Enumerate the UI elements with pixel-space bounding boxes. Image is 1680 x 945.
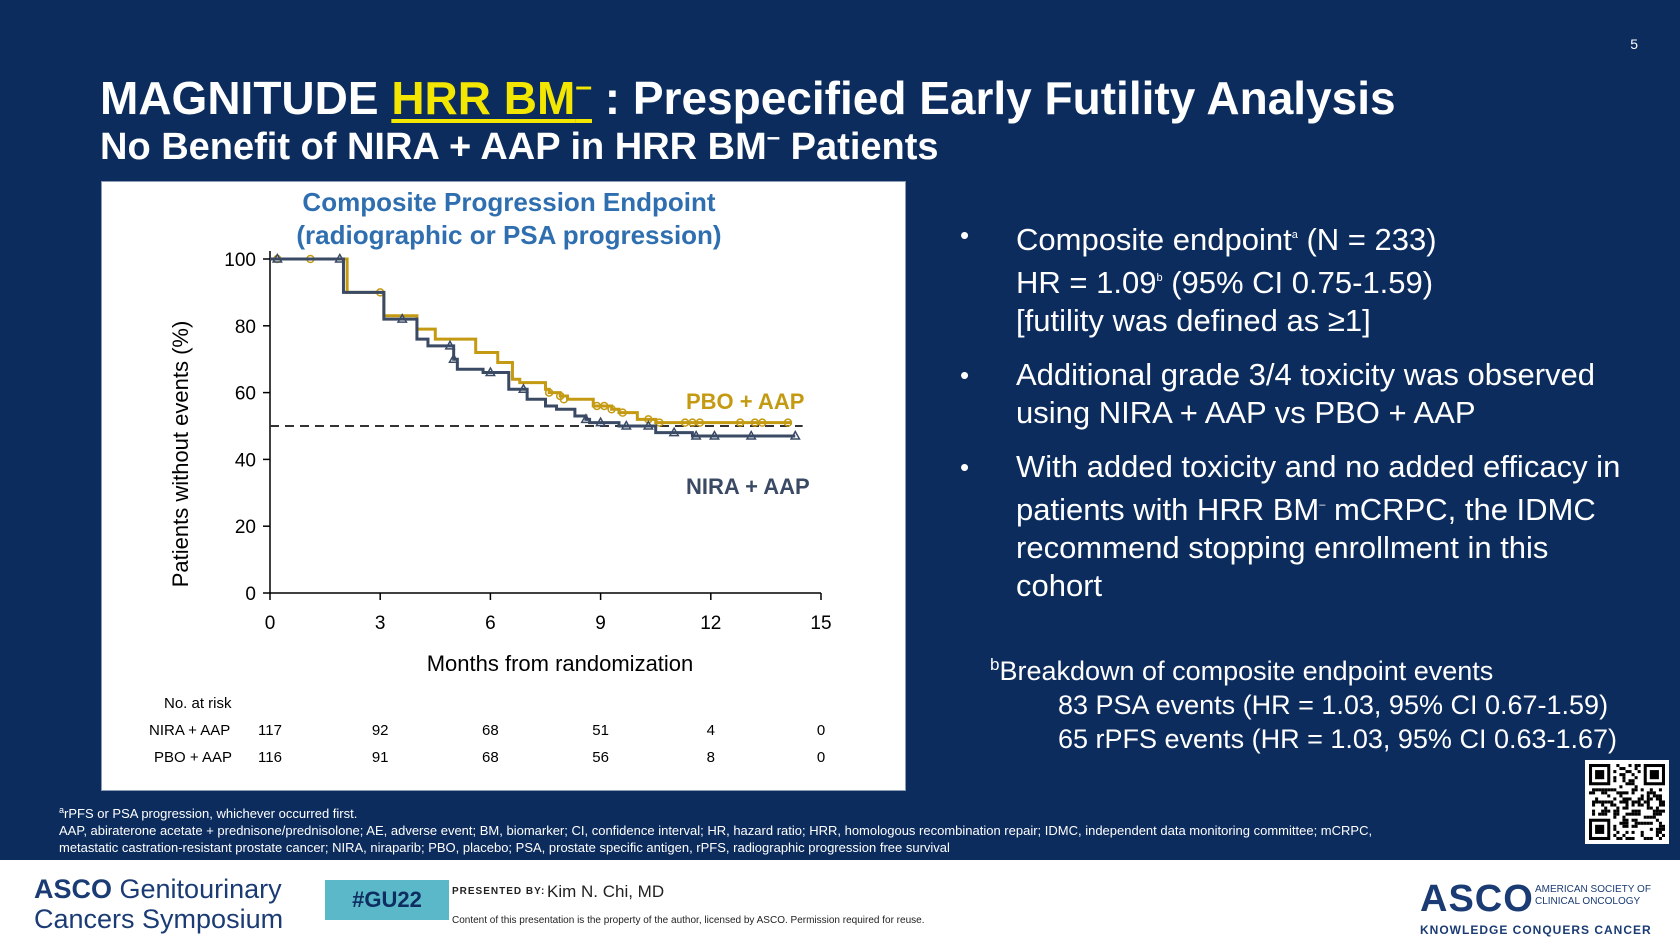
y-axis-label: Patients without events (%) bbox=[168, 321, 193, 588]
censor-mark-pbo bbox=[559, 395, 569, 404]
legend-label-pbo: PBO + AAP bbox=[686, 389, 804, 414]
asco-logo: ASCO AMERICAN SOCIETY OF CLINICAL ONCOLOG… bbox=[1420, 878, 1652, 937]
censor-mark-nira bbox=[642, 419, 654, 430]
y-tick-label: 40 bbox=[235, 450, 256, 471]
slide-subtitle: No Benefit of NIRA + AAP in HRR BM– Pati… bbox=[100, 124, 939, 168]
qr-code-icon[interactable] bbox=[1585, 760, 1669, 844]
censor-mark-pbo bbox=[655, 418, 664, 427]
bullet-dot: • bbox=[960, 360, 970, 390]
censor-mark-nira bbox=[745, 429, 757, 440]
x-tick-label: 3 bbox=[375, 613, 386, 634]
censor-mark-nira bbox=[484, 366, 496, 377]
x-tick-label: 6 bbox=[485, 613, 496, 634]
censor-mark-nira bbox=[271, 252, 283, 263]
censor-mark-pbo bbox=[600, 401, 609, 411]
censor-mark-pbo bbox=[783, 418, 793, 427]
y-tick-label: 100 bbox=[224, 250, 256, 271]
censor-mark-pbo bbox=[607, 405, 616, 414]
y-tick-label: 60 bbox=[235, 384, 256, 405]
slide-number: 5 bbox=[1630, 36, 1638, 52]
property-notice: Content of this presentation is the prop… bbox=[452, 915, 925, 926]
censor-mark-nira bbox=[448, 353, 460, 363]
bullet-item-composite: • Composite endpointa (N = 233) HR = 1.0… bbox=[960, 216, 1640, 340]
breakdown-rpfs: 65 rPFS events (HR = 1.03, 95% CI 0.63-1… bbox=[1058, 724, 1618, 754]
censor-mark-pbo bbox=[757, 418, 767, 427]
censor-mark-nira bbox=[334, 252, 346, 263]
x-tick-label: 9 bbox=[595, 613, 606, 634]
y-tick-label: 0 bbox=[245, 584, 256, 605]
censor-mark-nira bbox=[396, 313, 408, 323]
presenter-name: Kim N. Chi, MD bbox=[547, 882, 665, 901]
footnotes: arPFS or PSA progression, whichever occu… bbox=[59, 805, 1373, 855]
censor-mark-nira bbox=[595, 416, 607, 427]
bullet-item-toxicity: • Additional grade 3/4 toxicity was obse… bbox=[960, 357, 1595, 430]
censor-mark-pbo bbox=[735, 418, 745, 427]
y-tick-label: 80 bbox=[235, 317, 256, 338]
censor-mark-nira bbox=[789, 429, 801, 440]
asco-gu-logo: ASCO Genitourinary Cancers Symposium bbox=[34, 874, 284, 934]
km-chart-panel: Composite Progression Endpoint (radiogra… bbox=[101, 181, 906, 791]
bullet-item-recommendation: • With added toxicity and no added effic… bbox=[960, 449, 1621, 603]
bullet-list: • Composite endpointa (N = 233) HR = 1.0… bbox=[960, 216, 1640, 621]
presented-by-label: PRESENTED BY: bbox=[452, 886, 546, 897]
title-highlight: HRR BM– bbox=[391, 70, 592, 124]
censor-mark-nira bbox=[620, 419, 632, 430]
hashtag-badge: #GU22 bbox=[325, 880, 449, 920]
censor-mark-nira bbox=[690, 429, 702, 440]
censor-mark-pbo bbox=[618, 408, 627, 417]
x-tick-label: 0 bbox=[265, 613, 276, 634]
censor-mark-nira bbox=[444, 339, 456, 350]
censor-mark-nira bbox=[517, 383, 529, 394]
censor-mark-nira bbox=[668, 426, 680, 437]
censor-mark-nira bbox=[708, 429, 720, 440]
y-tick-label: 20 bbox=[235, 517, 256, 538]
x-axis-label: Months from randomization bbox=[427, 651, 694, 676]
censor-mark-nira bbox=[580, 413, 592, 424]
slide-title: MAGNITUDE HRR BM– : Prespecified Early F… bbox=[100, 70, 1396, 124]
chart-title-line2: (radiographic or PSA progression) bbox=[296, 220, 721, 250]
events-breakdown: bBreakdown of composite endpoint events … bbox=[990, 655, 1618, 754]
breakdown-psa: 83 PSA events (HR = 1.03, 95% CI 0.67-1.… bbox=[1058, 690, 1609, 720]
censor-mark-pbo bbox=[544, 388, 554, 397]
bullet-dot: • bbox=[960, 452, 970, 482]
x-tick-label: 15 bbox=[810, 613, 831, 634]
censor-mark-pbo bbox=[695, 418, 705, 427]
x-tick-label: 12 bbox=[700, 613, 721, 634]
footer-bar: ASCO Genitourinary Cancers Symposium #GU… bbox=[0, 860, 1680, 945]
chart-title-line1: Composite Progression Endpoint bbox=[302, 187, 715, 217]
km-chart: Composite Progression Endpoint (radiogra… bbox=[168, 187, 832, 676]
bullet-dot: • bbox=[960, 220, 970, 250]
legend-label-nira: NIRA + AAP bbox=[686, 474, 810, 499]
